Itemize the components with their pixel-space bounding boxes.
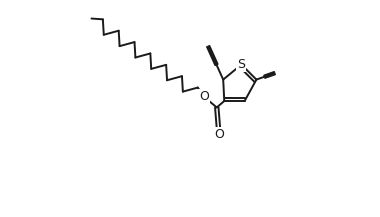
Text: O: O [214, 128, 224, 141]
Text: O: O [199, 90, 209, 103]
Text: S: S [238, 58, 245, 71]
